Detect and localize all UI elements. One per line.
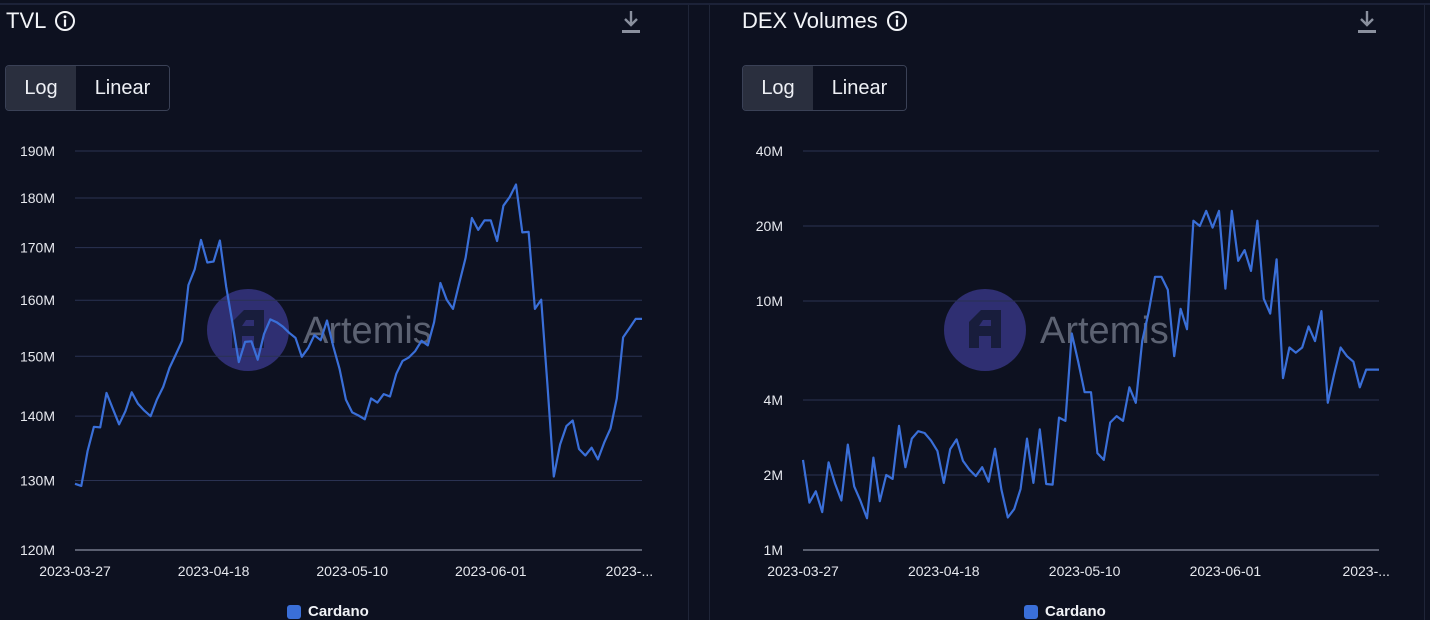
scale-toggle: Log Linear xyxy=(742,65,907,111)
tvl-chart: Artemis 120M 130M 140M 150M 160M 170M 180M 190M 2… xyxy=(20,143,653,579)
legend-swatch xyxy=(287,604,301,619)
watermark-text: Artemis xyxy=(1040,310,1169,352)
panel-title: DEX Volumes xyxy=(742,8,878,33)
dex-volumes-panel: DEX Volumes Log Linear Artemis 1M 2M 4M 10M 2… xyxy=(710,0,1426,620)
y-tick-label: 150M xyxy=(20,348,55,364)
log-scale-button[interactable]: Log xyxy=(743,66,813,110)
x-tick-label: 2023-04-18 xyxy=(908,563,980,579)
y-tick-label: 140M xyxy=(20,408,55,424)
x-tick-label: 2023-03-27 xyxy=(39,563,111,579)
x-tick-label: 2023-... xyxy=(1342,563,1389,579)
y-tick-label: 160M xyxy=(20,292,55,308)
y-tick-label: 170M xyxy=(20,240,55,256)
dex-volumes-chart: Artemis 1M 2M 4M 10M 20M 40M 2023-03-27 2023-04-… xyxy=(756,143,1390,579)
legend[interactable]: Cardano xyxy=(287,603,369,620)
x-tick-label: 2023-05-10 xyxy=(316,563,388,579)
x-tick-label: 2023-06-01 xyxy=(1190,563,1262,579)
log-scale-button[interactable]: Log xyxy=(6,66,76,110)
x-tick-label: 2023-... xyxy=(606,563,653,579)
legend-label: Cardano xyxy=(308,603,369,620)
y-tick-label: 2M xyxy=(764,467,783,483)
panel-title-wrap: TVL xyxy=(6,8,76,34)
linear-scale-button[interactable]: Linear xyxy=(76,66,169,110)
y-tick-label: 120M xyxy=(20,542,55,558)
scale-toggle: Log Linear xyxy=(5,65,170,111)
watermark-logo-mark xyxy=(232,310,264,348)
y-tick-label: 10M xyxy=(756,293,783,309)
tvl-panel: TVL Log Linear Artemis 120M 130M 140M 150M 16… xyxy=(0,0,688,620)
y-tick-label: 130M xyxy=(20,473,55,489)
panel-title-wrap: DEX Volumes xyxy=(742,8,908,34)
panel-title: TVL xyxy=(6,8,47,33)
y-tick-label: 190M xyxy=(20,143,55,159)
x-tick-label: 2023-03-27 xyxy=(767,563,839,579)
y-tick-label: 1M xyxy=(764,542,783,558)
watermark-logo-mark xyxy=(969,310,1001,348)
panel-divider xyxy=(1424,5,1425,620)
panel-divider xyxy=(688,5,689,620)
y-tick-label: 20M xyxy=(756,218,783,234)
series-line-cardano xyxy=(74,183,642,487)
y-tick-label: 180M xyxy=(20,190,55,206)
x-tick-label: 2023-06-01 xyxy=(455,563,527,579)
legend-label: Cardano xyxy=(1045,603,1106,620)
top-border xyxy=(0,3,1430,5)
download-icon[interactable] xyxy=(621,8,641,36)
panel-divider xyxy=(709,5,710,620)
y-tick-label: 40M xyxy=(756,143,783,159)
x-tick-label: 2023-04-18 xyxy=(178,563,250,579)
linear-scale-button[interactable]: Linear xyxy=(813,66,906,110)
y-tick-label: 4M xyxy=(764,392,783,408)
info-icon[interactable] xyxy=(54,10,76,32)
watermark-text: Artemis xyxy=(303,310,432,352)
series-line-cardano xyxy=(801,209,1379,520)
info-icon[interactable] xyxy=(886,10,908,32)
legend-swatch xyxy=(1024,604,1038,619)
download-icon[interactable] xyxy=(1357,8,1377,36)
legend[interactable]: Cardano xyxy=(1024,603,1106,620)
x-tick-label: 2023-05-10 xyxy=(1049,563,1121,579)
artemis-watermark: Artemis xyxy=(207,289,432,371)
